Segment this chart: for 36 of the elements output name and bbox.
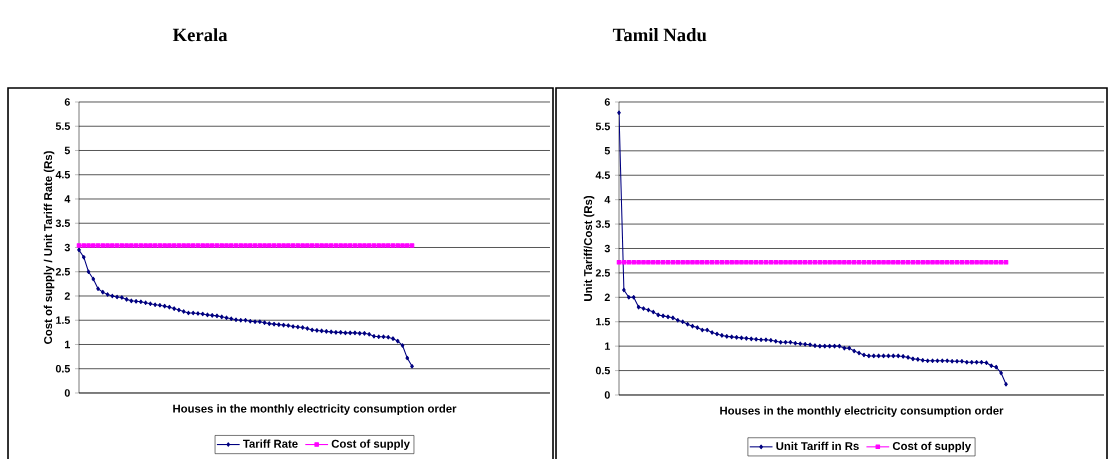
- y-axis-title: Unit Tariff/Cost (Rs): [583, 195, 595, 301]
- y-tick-label: 2: [604, 293, 610, 302]
- y-tick-label: 0.5: [595, 366, 610, 375]
- y-tick-label: 5: [604, 147, 610, 155]
- y-tick-label: 5: [64, 146, 70, 155]
- y-tick-label: 4.5: [55, 171, 70, 179]
- legend-label: Cost of supply: [331, 439, 410, 450]
- y-tick-label: 0: [64, 389, 70, 397]
- y-tick-label: 3: [64, 243, 70, 252]
- y-axis-title: Cost of supply / Unit Tariff Rate (Rs): [43, 151, 55, 344]
- y-tick-label: 1: [65, 340, 70, 349]
- x-axis-title: Houses in the monthly electricity consumption order: [720, 406, 1004, 417]
- x-axis-title: Houses in the monthly electricity consumption order: [173, 404, 457, 415]
- y-tick-label: 5.5: [55, 122, 70, 130]
- y-tick-label: 0.5: [55, 364, 70, 373]
- y-tick-label: 5.5: [595, 122, 610, 131]
- y-tick-label: 2.5: [595, 269, 610, 277]
- y-tick-label: 1.5: [56, 316, 70, 324]
- y-tick-label: 3: [604, 244, 610, 253]
- y-tick-label: 6: [64, 98, 70, 106]
- y-tick-label: 3.5: [595, 220, 610, 228]
- y-tick-label: 2: [64, 292, 70, 300]
- y-tick-label: 2.5: [55, 267, 70, 276]
- y-tick-label: 0: [604, 391, 610, 399]
- y-tick-label: 1.5: [596, 318, 610, 326]
- legend-label: Cost of supply: [892, 441, 972, 453]
- legend-label: Unit Tariff in Rs: [776, 441, 859, 451]
- y-tick-label: 4: [64, 195, 71, 203]
- chart-title: Kerala: [172, 28, 228, 42]
- y-tick-label: 3.5: [55, 219, 70, 228]
- legend-label: Tariff Rate: [243, 439, 298, 448]
- y-tick-label: 1: [605, 342, 610, 350]
- y-tick-label: 4.5: [595, 171, 610, 179]
- chart-title: Tamil Nadu: [612, 28, 707, 42]
- y-tick-label: 6: [604, 98, 610, 106]
- y-tick-label: 4: [604, 195, 611, 204]
